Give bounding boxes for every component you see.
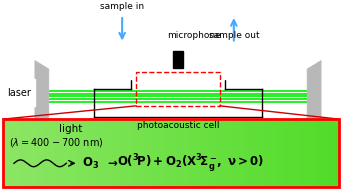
Bar — [260, 119, 267, 187]
Bar — [205, 119, 211, 187]
Bar — [171, 119, 178, 187]
Text: $\boldsymbol{\rightarrow}$: $\boldsymbol{\rightarrow}$ — [105, 157, 118, 170]
Bar — [143, 119, 150, 187]
Bar — [15, 119, 21, 187]
Bar — [37, 119, 44, 187]
Bar — [210, 119, 217, 187]
Bar — [65, 119, 72, 187]
Bar — [299, 119, 306, 187]
Bar — [59, 119, 66, 187]
Text: sample out: sample out — [208, 31, 259, 40]
Bar — [48, 119, 55, 187]
Polygon shape — [35, 60, 49, 132]
Bar — [244, 119, 250, 187]
Bar — [221, 119, 228, 187]
Bar — [110, 119, 116, 187]
Bar — [333, 119, 340, 187]
Bar — [272, 119, 278, 187]
Bar — [266, 119, 273, 187]
Bar — [322, 119, 328, 187]
Bar — [327, 119, 334, 187]
Bar — [93, 119, 99, 187]
Bar — [104, 119, 111, 187]
Bar — [255, 119, 261, 187]
Bar — [126, 42, 230, 79]
Bar — [165, 119, 172, 187]
Bar — [160, 119, 166, 187]
Text: sample in: sample in — [100, 2, 144, 11]
Bar — [138, 119, 144, 187]
Bar — [238, 119, 245, 187]
Bar — [70, 119, 77, 187]
Bar — [277, 119, 284, 187]
Text: $\mathbf{O_3}$: $\mathbf{O_3}$ — [82, 156, 99, 171]
Bar — [76, 119, 83, 187]
Bar — [82, 119, 88, 187]
Bar — [316, 119, 323, 187]
Bar — [115, 119, 122, 187]
Bar — [149, 119, 155, 187]
Text: light: light — [59, 124, 82, 134]
Bar — [173, 51, 183, 68]
Bar — [216, 119, 222, 187]
Bar — [227, 119, 233, 187]
Bar — [87, 119, 94, 187]
Bar — [136, 72, 220, 106]
Bar — [3, 79, 35, 106]
Bar — [43, 119, 49, 187]
Text: $\mathbf{O(^3\!P) + O_2(X^3\!\Sigma_g^-\!,\ \nu > 0)}$: $\mathbf{O(^3\!P) + O_2(X^3\!\Sigma_g^-\… — [117, 152, 264, 174]
Bar — [126, 119, 133, 187]
Bar — [193, 119, 200, 187]
Bar — [177, 119, 183, 187]
Bar — [294, 119, 300, 187]
Bar — [249, 119, 256, 187]
Text: $(\lambda = 400 - 700\ \mathrm{nm})$: $(\lambda = 400 - 700\ \mathrm{nm})$ — [9, 136, 103, 149]
Bar — [199, 119, 206, 187]
Bar — [20, 119, 27, 187]
Text: laser: laser — [7, 88, 31, 98]
Bar — [188, 119, 194, 187]
Bar — [132, 119, 139, 187]
Bar — [283, 119, 289, 187]
Bar — [288, 119, 295, 187]
Bar — [9, 119, 16, 187]
Bar — [121, 119, 127, 187]
Bar — [182, 119, 189, 187]
Bar — [26, 119, 32, 187]
Bar — [98, 119, 105, 187]
Text: microphone: microphone — [167, 31, 221, 40]
Bar — [3, 119, 10, 187]
Bar — [3, 119, 339, 187]
Bar — [311, 119, 317, 187]
Bar — [54, 119, 60, 187]
Bar — [31, 119, 38, 187]
Bar — [154, 119, 161, 187]
Bar — [305, 119, 312, 187]
Polygon shape — [307, 60, 321, 132]
Bar — [232, 119, 239, 187]
Text: photoacoustic cell: photoacoustic cell — [137, 121, 219, 130]
